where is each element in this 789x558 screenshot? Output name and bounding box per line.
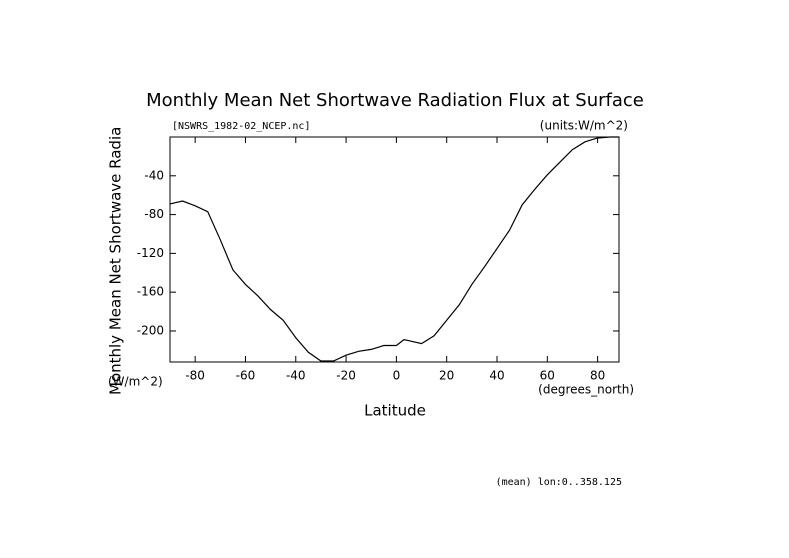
x-tick-label: 80 xyxy=(590,369,605,383)
x-tick-label: 40 xyxy=(489,369,504,383)
x-tick-label: -20 xyxy=(336,369,356,383)
units-label: (units:W/m^2) xyxy=(540,119,628,133)
data-line xyxy=(169,136,619,362)
x-axis-label: Latitude xyxy=(364,402,426,420)
x-tick-label: -80 xyxy=(185,369,205,383)
plot-frame xyxy=(169,136,620,363)
y-tick-label: -80 xyxy=(144,207,164,221)
x-tick-label: -60 xyxy=(236,369,256,383)
x-tick-label: 20 xyxy=(439,369,454,383)
y-tick-label: -160 xyxy=(137,285,164,299)
annotation: (mean) lon:0..358.125 xyxy=(496,477,622,488)
y-tick-label: -40 xyxy=(144,168,164,182)
chart-title: Monthly Mean Net Shortwave Radiation Flu… xyxy=(146,90,644,111)
x-tick-label: -40 xyxy=(286,369,306,383)
y-tick-label: -120 xyxy=(137,246,164,260)
x-units: (degrees_north) xyxy=(538,383,634,397)
x-tick-label: 0 xyxy=(393,369,401,383)
y-tick-label: -200 xyxy=(137,323,164,337)
y-units: (W/m^2) xyxy=(108,375,163,389)
x-tick-label: 60 xyxy=(540,369,555,383)
y-axis-label: Monthly Mean Net Shortwave Radia xyxy=(107,127,125,395)
subtitle: [NSWRS_1982-02_NCEP.nc] xyxy=(172,121,310,132)
